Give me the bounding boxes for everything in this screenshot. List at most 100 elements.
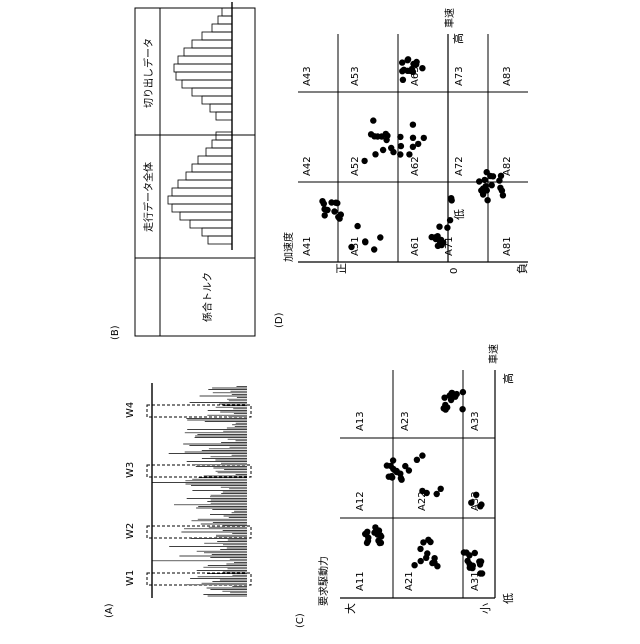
data-point [461,549,467,555]
data-point [419,65,425,71]
data-point [482,177,488,183]
data-point [377,234,383,240]
data-point [410,122,416,128]
data-point [472,550,478,556]
region-label: A83 [502,66,513,86]
region-label: A81 [502,236,513,256]
data-point [444,225,450,231]
data-point [405,68,411,74]
data-point [423,555,429,561]
histogram-bar [172,188,232,196]
data-point [370,117,376,123]
panel-d-region-labels: A41A42A43A51A52A53A61A62A63A71A72A73A81A… [302,66,513,256]
panel-d-label: (D) [274,312,285,328]
region-label: A11 [355,571,366,591]
panel-c-x-high: 高 [501,373,515,384]
data-point [333,200,339,206]
data-point [421,135,427,141]
data-point [427,539,433,545]
histogram-bar [202,32,232,40]
data-point [480,185,486,191]
panel-a-label: (A) [104,603,115,618]
data-point [324,207,330,213]
histogram-bar [208,236,232,244]
region-label: A43 [302,66,313,86]
histogram-bar [216,112,232,120]
panel-c: (C) 要求駆動力 大 小 低 高 車速 A11A12A13A21A22A23A… [295,344,515,628]
data-point [321,201,327,207]
histogram-cut-data [174,2,232,126]
data-point [489,182,495,188]
data-point [335,214,341,220]
histogram-bar [202,228,232,236]
data-point [460,389,466,395]
region-label: A82 [502,156,513,176]
histogram-bar [202,96,232,104]
window-w2-label: W2 [125,523,136,539]
region-label: A62 [410,156,421,176]
data-point [410,135,416,141]
data-point [386,474,392,480]
data-point [467,565,473,571]
panel-c-x-title: 車速 [487,344,500,364]
data-point [452,394,458,400]
window-w3-label: W3 [125,462,136,478]
data-point [372,151,378,157]
panel-d-x-title: 車速 [443,8,456,28]
data-point [476,178,482,184]
data-point [322,212,328,218]
data-point [354,223,360,229]
histogram-bar [178,56,232,64]
histogram-bar [222,8,232,16]
panel-d-y-pos: 正 [335,263,348,274]
data-point [375,538,381,544]
data-point [477,503,483,509]
data-point [444,404,450,410]
data-point [468,500,474,506]
data-point [371,246,377,252]
panel-b-col-cut: 切り出しデータ [142,38,155,108]
data-point [478,558,484,564]
data-point [417,546,423,552]
data-point [400,77,406,83]
data-point [383,131,389,137]
region-label: A52 [350,156,361,176]
histogram-bar [190,220,232,228]
panel-c-y-high: 大 [343,603,357,614]
histogram-bar [168,196,232,204]
histogram-bar [218,16,232,24]
data-point [434,563,440,569]
data-point [364,540,370,546]
histogram-bar [212,140,232,148]
region-label: A72 [454,156,465,176]
data-point [415,141,421,147]
data-point [362,238,368,244]
data-point [398,143,404,149]
region-label: A42 [302,156,313,176]
histogram-bar [192,40,232,48]
panel-d-x-high: 高 [451,33,465,44]
data-point [406,151,412,157]
histogram-all-data [168,126,232,250]
data-point [397,134,403,140]
panel-d-y-neg: 負 [516,263,529,274]
region-label: A61 [410,236,421,256]
panel-b: (B) 係合トルク 走行データ全体 切り出しデータ [110,2,255,340]
histogram-bar [180,212,232,220]
data-point [448,195,454,201]
data-point [404,57,410,63]
histogram-bar [174,64,232,72]
data-point [496,177,502,183]
data-point [438,486,444,492]
data-point [490,173,496,179]
panel-b-row-header: 係合トルク [201,272,214,322]
histogram-bar [176,72,232,80]
data-point [384,462,390,468]
data-point [390,149,396,155]
region-label: A13 [355,411,366,431]
panel-a: (A) W1 W2 W3 W4 [104,383,251,618]
region-label: A71 [444,236,455,256]
histogram-bar [198,156,232,164]
data-point [434,491,440,497]
